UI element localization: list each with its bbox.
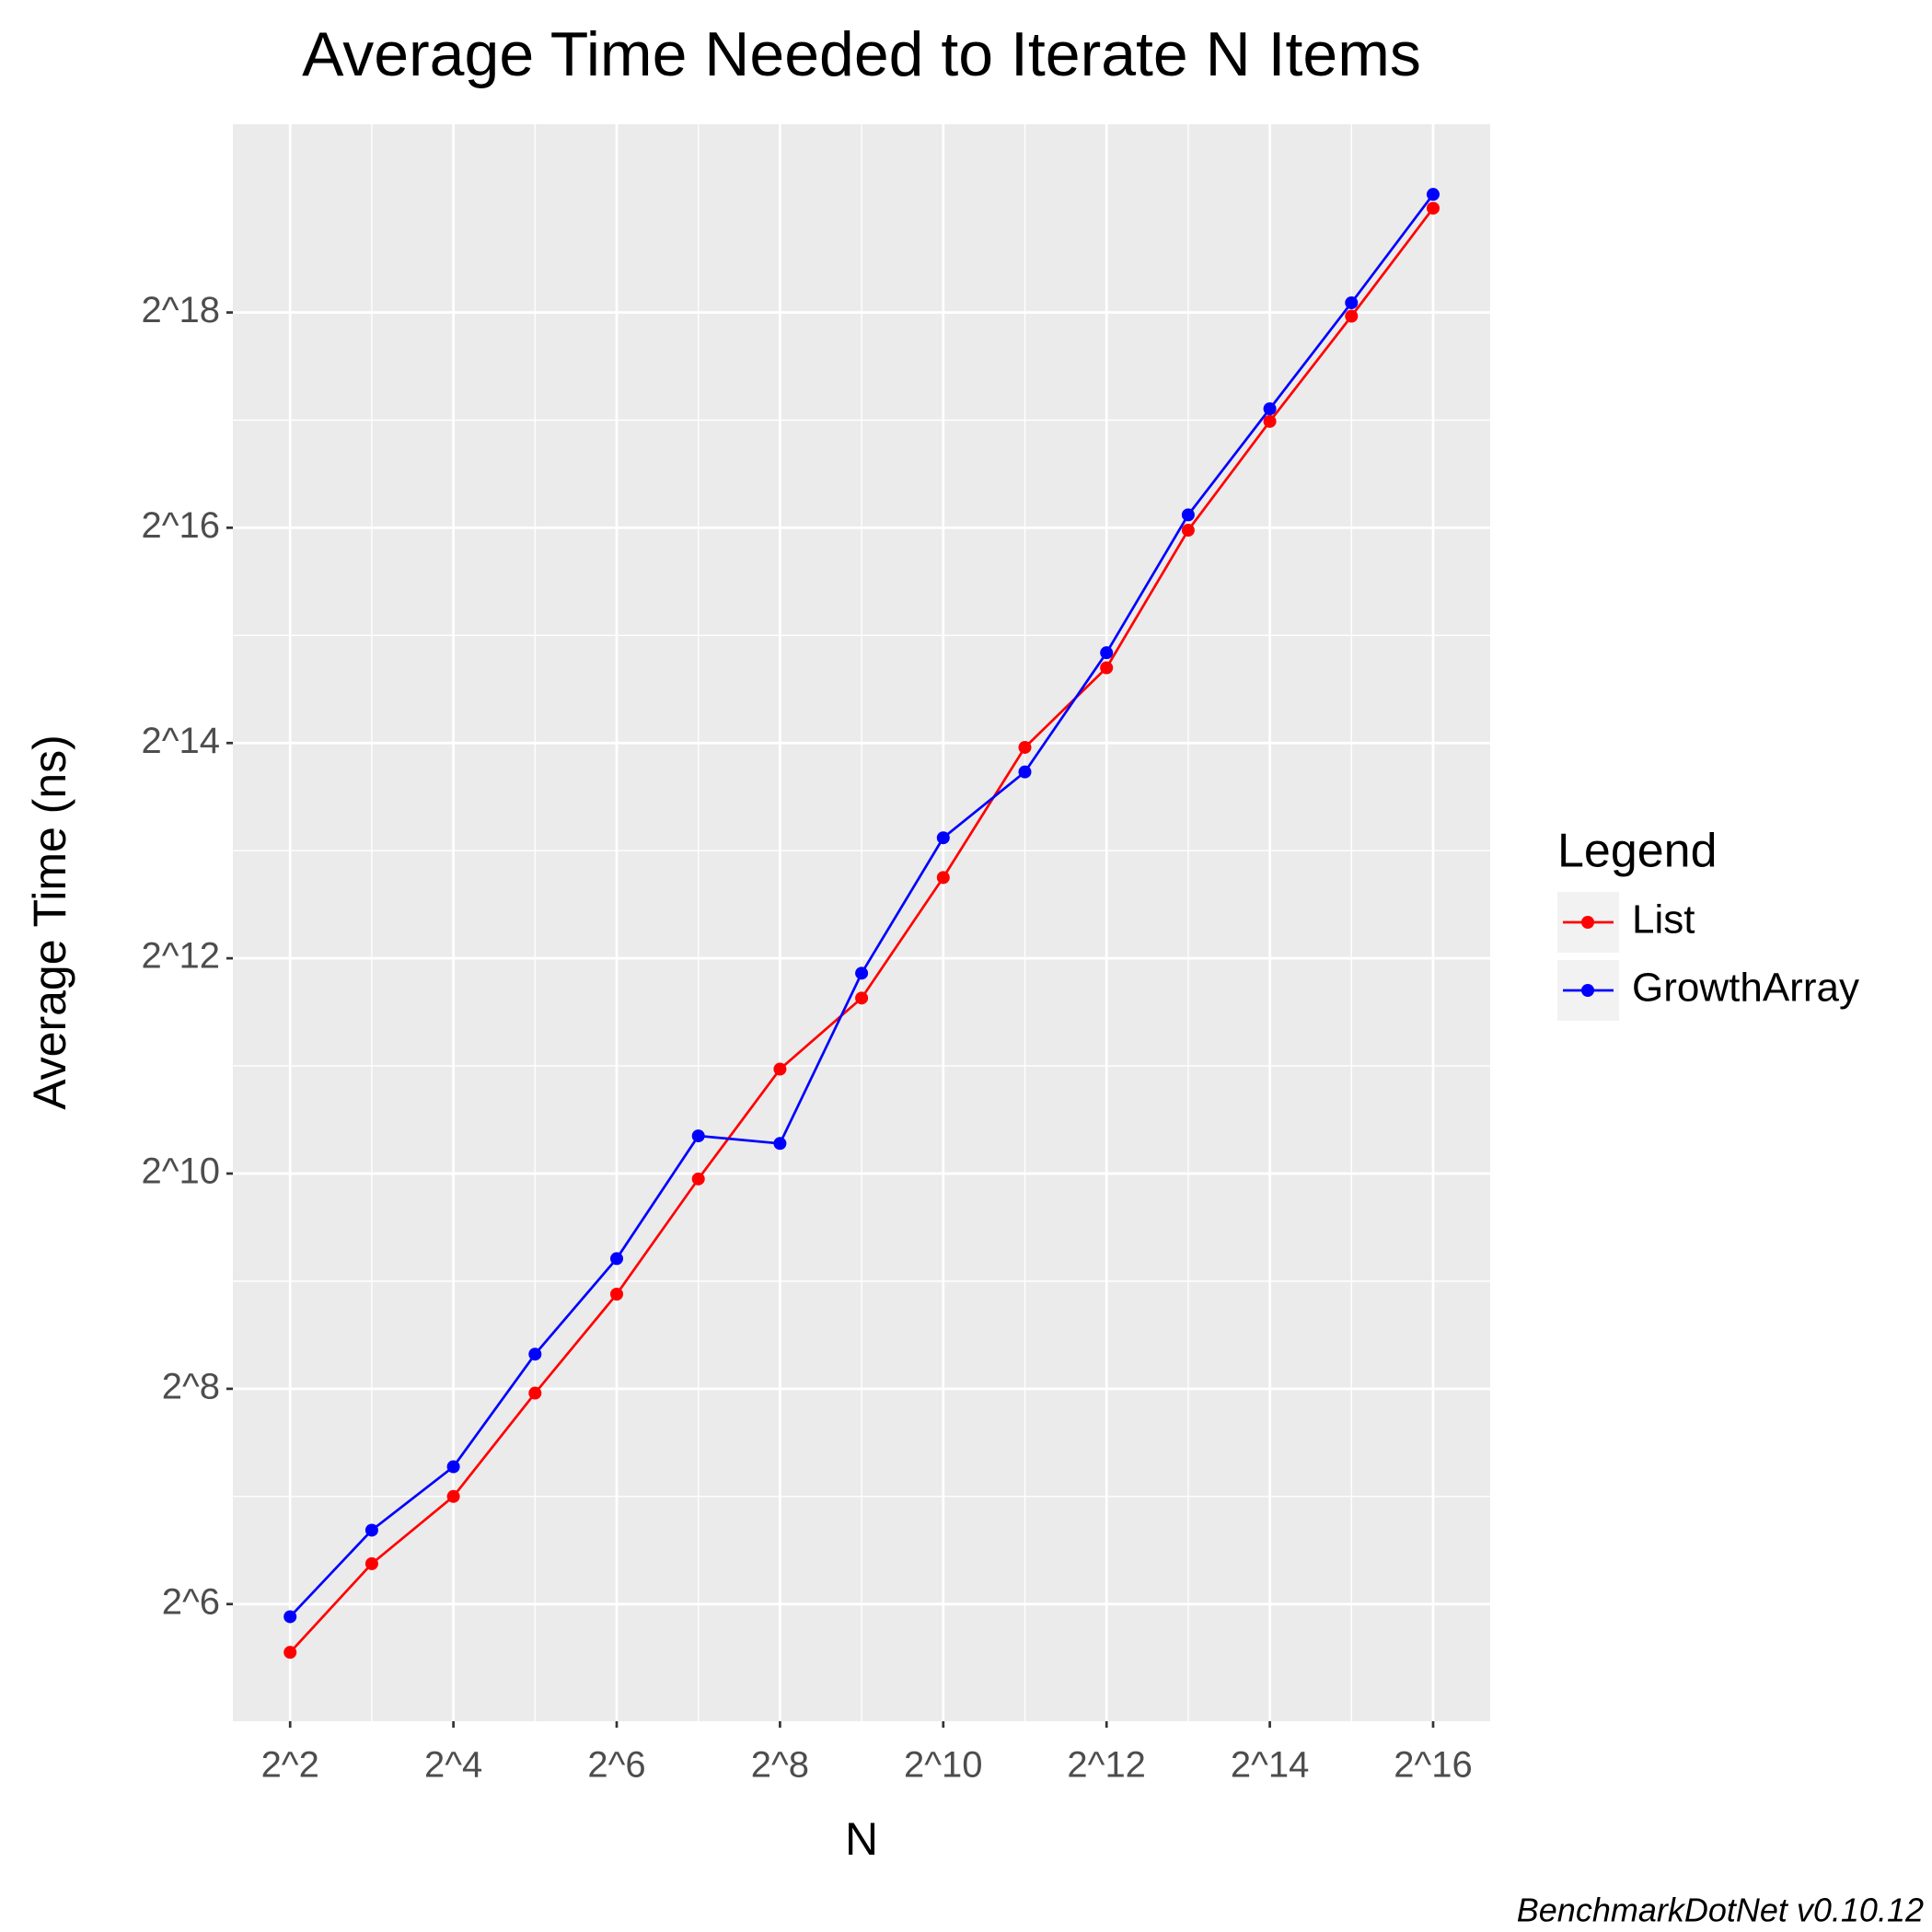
y-tick-label: 2^18	[141, 290, 220, 330]
data-point	[610, 1288, 624, 1301]
data-point	[1181, 508, 1195, 522]
y-tick-label: 2^10	[141, 1151, 220, 1192]
data-point	[528, 1348, 542, 1361]
y-axis-title: Average Time (ns)	[24, 735, 75, 1110]
y-tick-label: 2^8	[162, 1366, 220, 1406]
x-tick-label: 2^8	[751, 1745, 809, 1786]
x-axis-title: N	[845, 1813, 878, 1865]
data-point	[1100, 661, 1114, 675]
y-tick-label: 2^12	[141, 936, 220, 977]
data-point	[1426, 188, 1440, 202]
data-point	[1345, 309, 1359, 323]
legend-point	[1581, 984, 1594, 997]
data-point	[446, 1460, 460, 1474]
data-point	[855, 966, 869, 980]
data-point	[364, 1523, 378, 1537]
data-point	[773, 1137, 787, 1151]
data-point	[283, 1646, 297, 1660]
y-tick-label: 2^14	[141, 721, 220, 761]
chart-title: Average Time Needed to Iterate N Items	[302, 19, 1421, 89]
x-tick-label: 2^14	[1231, 1745, 1310, 1786]
x-tick-label: 2^6	[587, 1745, 645, 1786]
data-point	[1263, 402, 1277, 416]
x-tick-label: 2^16	[1394, 1745, 1473, 1786]
data-point	[1426, 202, 1440, 215]
legend-point	[1581, 916, 1594, 929]
x-tick-label: 2^2	[261, 1745, 319, 1786]
data-point	[610, 1252, 624, 1266]
data-point	[283, 1610, 297, 1624]
y-tick-label: 2^16	[141, 505, 220, 546]
data-point	[773, 1062, 787, 1076]
data-point	[1181, 524, 1195, 538]
data-point	[936, 831, 950, 845]
legend-label: GrowthArray	[1632, 966, 1859, 1011]
data-point	[1263, 414, 1277, 428]
data-point	[691, 1129, 705, 1143]
y-tick-label: 2^6	[162, 1581, 220, 1622]
caption: BenchmarkDotNet v0.10.12	[1517, 1892, 1924, 1929]
data-point	[691, 1172, 705, 1186]
data-point	[446, 1489, 460, 1503]
legend-title: Legend	[1557, 825, 1718, 878]
data-point	[936, 871, 950, 885]
data-point	[364, 1556, 378, 1570]
data-point	[1018, 740, 1032, 754]
data-point	[1100, 646, 1114, 660]
data-point	[1018, 765, 1032, 779]
data-point	[1345, 295, 1359, 309]
data-point	[855, 991, 869, 1005]
legend-label: List	[1632, 897, 1695, 943]
data-point	[528, 1386, 542, 1400]
x-tick-label: 2^4	[424, 1745, 482, 1786]
x-tick-label: 2^12	[1067, 1745, 1146, 1786]
x-tick-label: 2^10	[904, 1745, 983, 1786]
